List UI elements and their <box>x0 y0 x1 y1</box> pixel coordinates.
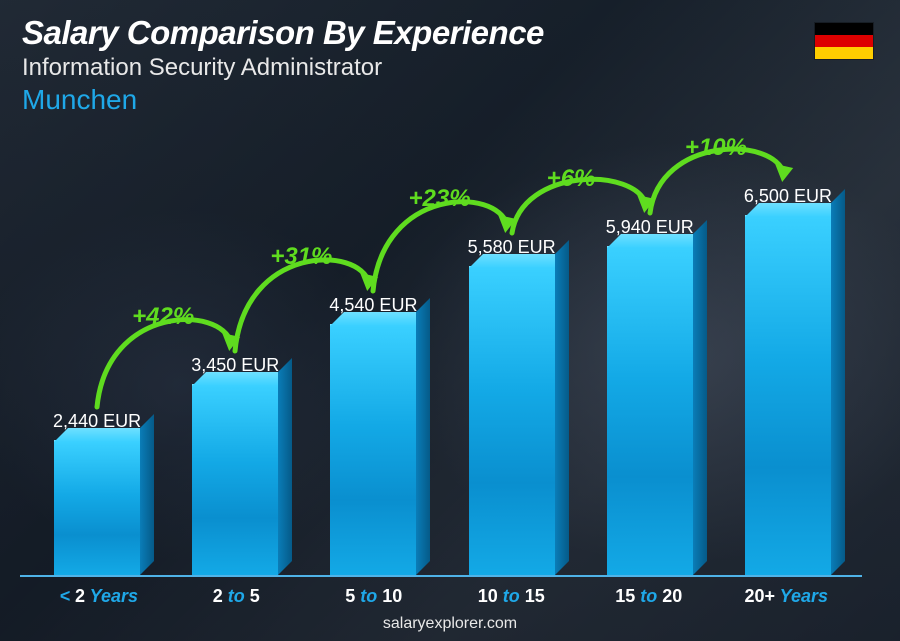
bar <box>192 384 278 575</box>
bar-slot: 5,940 EUR <box>583 155 717 575</box>
flag-stripe-gold <box>815 47 873 59</box>
bar <box>330 324 416 575</box>
location: Munchen <box>22 84 544 116</box>
growth-label: +6% <box>547 165 596 193</box>
bar-slot: 3,450 EUR <box>168 155 302 575</box>
x-axis-labels: < 2 Years2 to 55 to 1010 to 1515 to 2020… <box>30 586 855 607</box>
bar <box>54 440 140 575</box>
chart-baseline <box>20 575 862 577</box>
footer-source: salaryexplorer.com <box>0 615 900 633</box>
bar-slot: 4,540 EUR <box>306 155 440 575</box>
bar-slot: 6,500 EUR <box>721 155 855 575</box>
x-axis-label: 10 to 15 <box>443 586 581 607</box>
flag-germany-icon <box>814 22 874 60</box>
growth-label: +31% <box>270 243 332 271</box>
x-axis-label: 2 to 5 <box>168 586 306 607</box>
flag-stripe-black <box>815 23 873 35</box>
bar-slot: 5,580 EUR <box>445 155 579 575</box>
page-title: Salary Comparison By Experience <box>22 14 544 52</box>
x-axis-label: 20+ Years <box>718 586 856 607</box>
x-axis-label: 15 to 20 <box>580 586 718 607</box>
growth-label: +10% <box>685 134 747 162</box>
growth-label: +23% <box>409 185 471 213</box>
bar <box>745 215 831 575</box>
bar-slot: 2,440 EUR <box>30 155 164 575</box>
bar-chart: 2,440 EUR3,450 EUR4,540 EUR5,580 EUR5,94… <box>30 155 855 575</box>
flag-stripe-red <box>815 35 873 47</box>
growth-label: +42% <box>132 303 194 331</box>
bar <box>469 266 555 575</box>
job-title: Information Security Administrator <box>22 54 544 82</box>
infographic-container: Salary Comparison By Experience Informat… <box>0 0 900 641</box>
x-axis-label: < 2 Years <box>30 586 168 607</box>
x-axis-label: 5 to 10 <box>305 586 443 607</box>
header: Salary Comparison By Experience Informat… <box>22 14 544 116</box>
bar <box>607 246 693 575</box>
